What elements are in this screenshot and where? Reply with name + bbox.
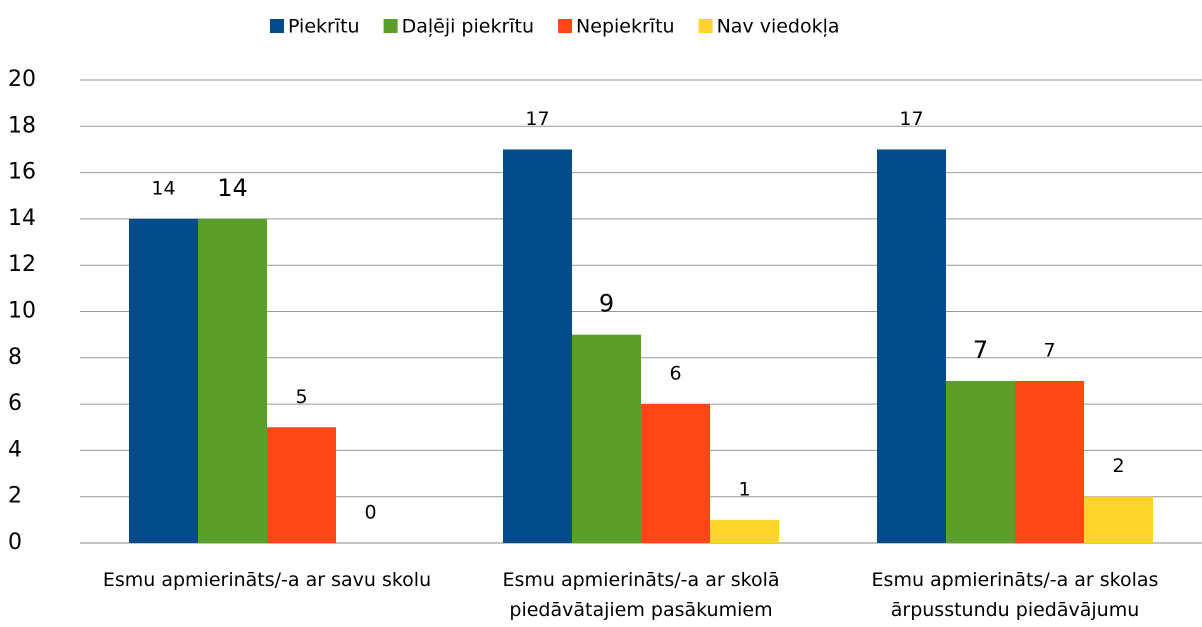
legend-label: Daļēji piekrītu bbox=[402, 16, 534, 38]
y-tick-label: 2 bbox=[8, 484, 22, 509]
data-label: 14 bbox=[217, 174, 248, 202]
data-label: 7 bbox=[973, 336, 988, 364]
bar bbox=[1015, 380, 1084, 543]
bar bbox=[572, 334, 641, 543]
data-label: 14 bbox=[151, 177, 175, 199]
legend-swatch bbox=[558, 19, 573, 33]
legend-swatch bbox=[383, 19, 398, 33]
data-label: 9 bbox=[599, 290, 614, 318]
data-label: 5 bbox=[295, 386, 307, 408]
y-tick-label: 8 bbox=[8, 345, 22, 370]
y-tick-label: 10 bbox=[8, 299, 36, 324]
bar bbox=[710, 519, 779, 543]
bar bbox=[129, 218, 198, 543]
x-tick-label: Esmu apmierināts/-a ar skolā piedāvātaji… bbox=[502, 569, 780, 621]
legend-swatch bbox=[698, 19, 713, 33]
legend-swatch bbox=[270, 19, 284, 33]
bar bbox=[267, 427, 336, 543]
bar bbox=[877, 149, 946, 543]
legend-label: Nav viedokļa bbox=[717, 16, 840, 38]
y-tick-label: 4 bbox=[8, 437, 22, 462]
data-label: 17 bbox=[525, 108, 549, 130]
legend-label: Nepiekrītu bbox=[576, 16, 675, 38]
y-tick-label: 20 bbox=[8, 67, 36, 92]
bar bbox=[946, 380, 1015, 543]
x-tick-label: Esmu apmierināts/-a ar savu skolu bbox=[102, 569, 432, 591]
y-tick-label: 6 bbox=[8, 391, 22, 416]
x-tick-label: Esmu apmierināts/-a ar skolas ārpusstund… bbox=[871, 569, 1159, 621]
bar bbox=[198, 218, 267, 543]
bar bbox=[1084, 496, 1153, 543]
data-label: 0 bbox=[364, 502, 376, 524]
bar bbox=[641, 404, 710, 543]
bar bbox=[503, 149, 572, 543]
y-tick-label: 18 bbox=[8, 113, 36, 138]
y-tick-label: 0 bbox=[8, 530, 22, 555]
legend-label: Piekrītu bbox=[288, 16, 360, 38]
data-label: 7 bbox=[1043, 339, 1055, 361]
y-tick-label: 12 bbox=[8, 252, 36, 277]
data-label: 1 bbox=[738, 478, 750, 500]
y-tick-label: 14 bbox=[8, 206, 36, 231]
data-label: 2 bbox=[1112, 455, 1124, 477]
data-label: 6 bbox=[669, 363, 681, 385]
y-tick-label: 16 bbox=[8, 160, 36, 185]
data-label: 17 bbox=[899, 108, 923, 130]
